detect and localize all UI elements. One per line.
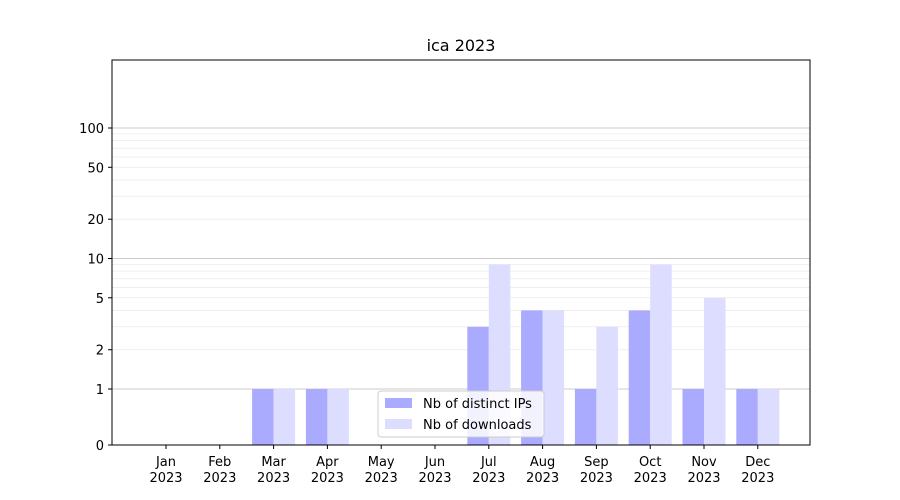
bar-downloads-sep [596,326,618,445]
y-tick-label: 100 [79,122,104,137]
y-tick-label: 2 [96,344,104,359]
legend-box [377,390,545,438]
x-tick-label-year: 2023 [418,471,451,486]
x-tick-label-month: Aug [530,455,555,470]
y-tick-label: 0 [96,439,104,454]
x-tick-label-month: Oct [639,455,661,470]
x-tick-label-year: 2023 [311,471,344,486]
x-tick-label-month: Nov [691,455,717,470]
grid-layer [112,127,810,390]
legend-swatch [385,419,412,429]
x-tick-label-year: 2023 [365,471,398,486]
x-tick-label-month: Feb [208,455,231,470]
bar-distinct-ips-dec [736,389,758,445]
x-axis: Jan2023Feb2023Mar2023Apr2023May2023Jun20… [149,445,774,486]
y-tick-label: 1 [96,383,104,398]
x-tick-label-month: Apr [316,455,339,470]
x-tick-label-month: Jul [480,455,497,470]
legend-label: Nb of downloads [423,418,532,433]
x-tick-label-year: 2023 [634,471,667,486]
x-tick-label-month: Sep [584,455,609,470]
x-tick-label-month: Mar [261,455,286,470]
bar-downloads-nov [704,297,726,445]
chart-title: ica 2023 [427,36,496,55]
x-tick-label-month: Jun [424,455,445,470]
y-tick-label: 5 [96,292,104,307]
bar-distinct-ips-apr [305,389,328,445]
bar-downloads-aug [542,310,565,445]
x-tick-label-month: Dec [745,455,770,470]
legend-label: Nb of distinct IPs [423,397,532,412]
x-tick-label-year: 2023 [257,471,290,486]
x-tick-label-year: 2023 [580,471,613,486]
x-tick-label-year: 2023 [526,471,559,486]
y-axis: 0 1 2 5 10 20 50 100 [79,122,112,454]
x-tick-label-year: 2023 [203,471,236,486]
x-tick-label-year: 2023 [687,471,720,486]
plot-frame [111,59,811,446]
legend: Nb of distinct IPs Nb of downloads [377,390,545,438]
bar-distinct-ips-oct [628,310,651,445]
bar-downloads-dec [757,389,780,445]
x-tick-label-month: Jan [155,455,176,470]
bar-downloads-mar [273,389,296,445]
y-tick-label: 50 [87,161,104,176]
x-tick-label-year: 2023 [149,471,182,486]
bar-distinct-ips-nov [682,389,704,445]
legend-swatch [385,398,412,408]
x-tick-label-year: 2023 [741,471,774,486]
bar-downloads-oct [650,264,672,445]
bar-distinct-ips-mar [252,389,274,445]
x-tick-label-year: 2023 [472,471,505,486]
y-tick-label: 20 [87,213,104,228]
x-tick-label-month: May [368,455,395,470]
y-tick-label: 10 [87,253,104,268]
bars-layer [252,264,780,445]
bar-downloads-apr [327,389,349,445]
bar-distinct-ips-sep [574,389,597,445]
